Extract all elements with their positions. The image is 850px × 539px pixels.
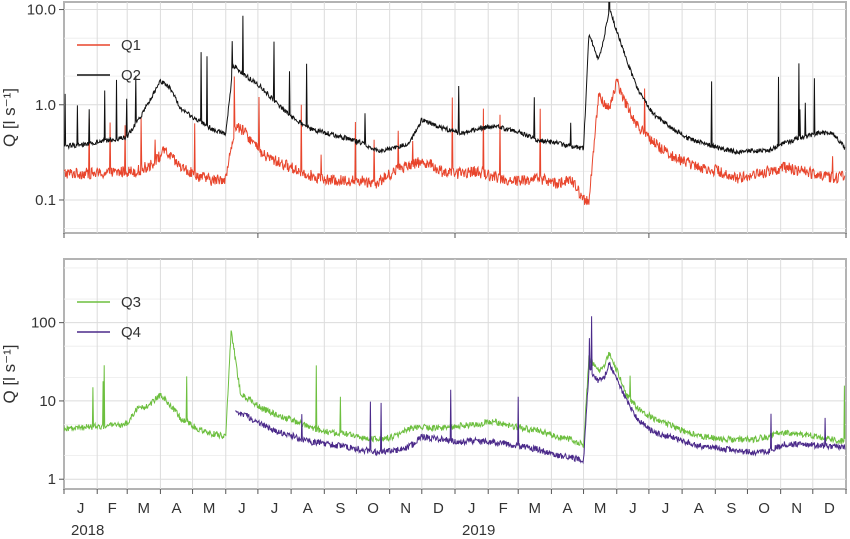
legend-label-q4: Q4 <box>121 324 141 341</box>
x-tick-label: F <box>108 500 117 517</box>
series-line-q4 <box>235 316 846 465</box>
top-panel: 0.1 1.0 10.0 Q [l s⁻¹] Q1 Q2 <box>0 1 847 234</box>
series-line-q3 <box>64 330 846 449</box>
x-tick-label: O <box>367 500 379 517</box>
x-year-label: 2018 <box>71 522 104 539</box>
y-tick-label: 1 <box>48 471 56 488</box>
x-tick-label: A <box>303 500 313 517</box>
y-axis-title: Q [l s⁻¹] <box>0 344 19 403</box>
x-tick-label: F <box>499 500 508 517</box>
y-tick-label: 0.1 <box>35 192 56 209</box>
legend-label-q1: Q1 <box>121 37 141 54</box>
x-tick-label: J <box>77 500 85 517</box>
x-tick-label: A <box>171 500 181 517</box>
x-tick-label: M <box>594 500 607 517</box>
series-line-q2 <box>64 2 846 156</box>
x-tick-label: D <box>824 500 835 517</box>
x-tick-label: O <box>758 500 770 517</box>
x-tick-label: J <box>271 500 279 517</box>
x-tick-label: M <box>203 500 216 517</box>
y-tick-label: 1.0 <box>35 97 56 114</box>
x-tick-label: N <box>791 500 802 517</box>
y-tick-label: 10 <box>39 393 56 410</box>
x-tick-label: J <box>238 500 246 517</box>
series-line-q1 <box>64 76 846 206</box>
y-axis-title: Q [l s⁻¹] <box>0 88 19 147</box>
x-tick-label: A <box>562 500 572 517</box>
legend-label-q2: Q2 <box>121 67 141 84</box>
bottom-panel: 1 10 100 Q [l s⁻¹] Q3 Q4 <box>0 258 847 490</box>
x-tick-label: J <box>629 500 637 517</box>
x-tick-label: J <box>468 500 476 517</box>
x-tick-label: S <box>335 500 345 517</box>
x-tick-label: D <box>433 500 444 517</box>
x-tick-label: J <box>662 500 670 517</box>
x-tick-label: A <box>694 500 704 517</box>
y-tick-label: 10.0 <box>27 2 56 19</box>
legend-label-q3: Q3 <box>121 294 141 311</box>
x-tick-label: N <box>400 500 411 517</box>
x-tick-label: S <box>726 500 736 517</box>
x-year-label: 2019 <box>462 522 495 539</box>
y-tick-label: 100 <box>31 315 56 332</box>
shared-x-axis: J F M A M J J A S O N D J F M A M J J A S O N D 2018 2019 <box>63 233 847 539</box>
x-tick-label: M <box>529 500 542 517</box>
x-tick-label: M <box>138 500 151 517</box>
